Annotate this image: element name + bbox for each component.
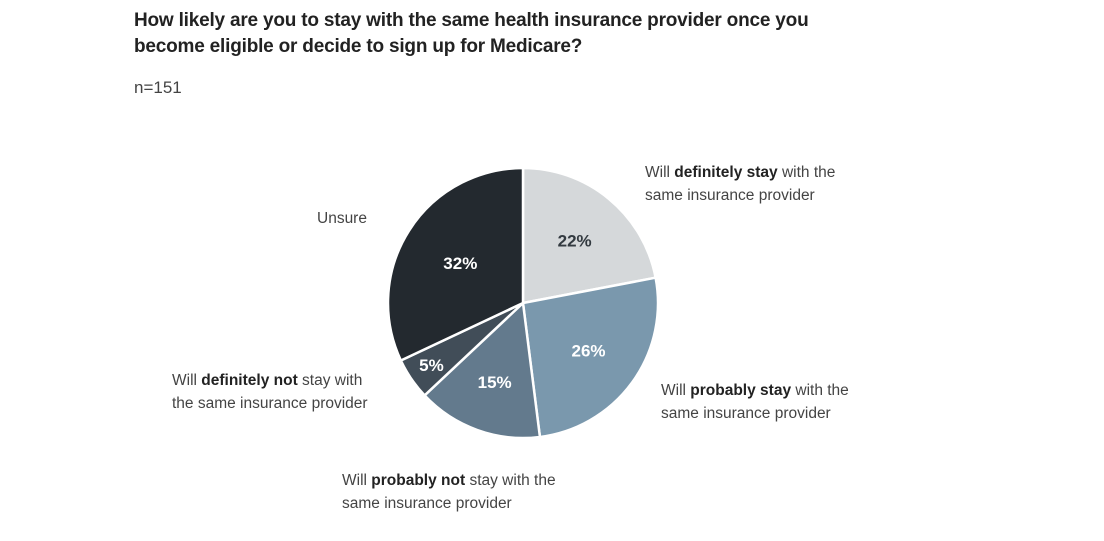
pie-slice	[521, 166, 658, 305]
sample-size: n=151	[134, 78, 182, 97]
data-label: 22%	[558, 232, 592, 251]
data-label: 32%	[443, 254, 477, 273]
slice-label: Will definitely stay with the same insur…	[645, 164, 836, 204]
pie-slice	[386, 166, 525, 363]
chart-title: How likely are you to stay with the same…	[134, 10, 809, 57]
data-label: 15%	[478, 373, 512, 392]
data-label: 26%	[572, 342, 606, 361]
data-label: 5%	[419, 356, 444, 375]
pie-slice	[521, 276, 660, 439]
slice-label: Will probably not stay with the same ins…	[342, 472, 556, 512]
slice-label: Will definitely not stay with the same i…	[172, 372, 368, 412]
slice-label: Will probably stay with the same insuran…	[661, 382, 849, 422]
pie-slice	[422, 300, 542, 440]
slice-label: Unsure	[317, 210, 367, 227]
